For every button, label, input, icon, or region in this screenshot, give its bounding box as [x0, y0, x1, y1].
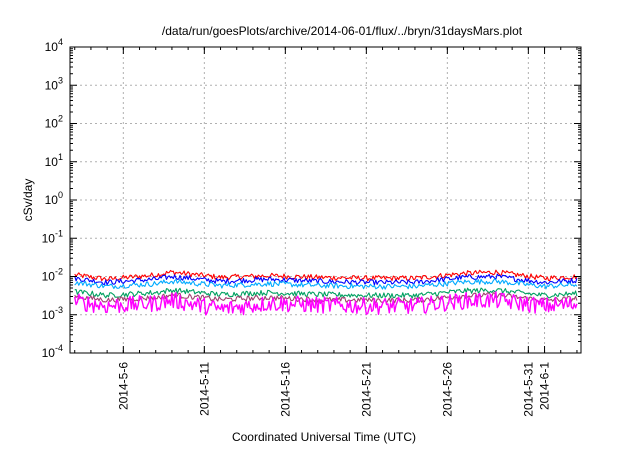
y-tick-label: 10-3	[42, 305, 63, 322]
y-tick-label: 102	[45, 114, 63, 131]
y-tick-exponent: 4	[58, 37, 63, 47]
y-tick-exponent: 3	[58, 75, 63, 85]
series-line-6	[74, 291, 578, 316]
y-tick-label: 103	[45, 75, 63, 92]
y-tick-base: 10	[45, 193, 59, 207]
x-tick-label: 2014-6-1	[538, 362, 552, 410]
series-line-4	[74, 287, 578, 299]
y-tick-label: 104	[45, 37, 63, 54]
y-tick-exponent: 2	[58, 114, 63, 124]
y-tick-exponent: -3	[55, 305, 63, 315]
series-layer	[74, 269, 578, 316]
y-tick-base: 10	[42, 231, 56, 245]
y-tick-exponent: 0	[58, 190, 63, 200]
y-tick-label: 10-1	[42, 228, 63, 245]
series-line-3	[74, 278, 578, 290]
x-tick-label: 2014-5-26	[440, 362, 454, 417]
x-tick-label: 2014-5-21	[359, 362, 373, 417]
y-tick-base: 10	[42, 346, 56, 360]
chart-title: /data/run/goesPlots/archive/2014-06-01/f…	[162, 24, 523, 38]
series-line-2	[74, 273, 578, 286]
x-tick-label: 2014-5-31	[521, 362, 535, 417]
series-line-1	[74, 269, 578, 282]
y-tick-base: 10	[45, 78, 59, 92]
y-tick-label: 101	[45, 152, 63, 169]
y-tick-exponent: 1	[58, 152, 63, 162]
x-axis-label: Coordinated Universal Time (UTC)	[232, 430, 416, 444]
x-tick-label: 2014-5-11	[197, 362, 211, 416]
y-tick-exponent: -2	[55, 267, 63, 277]
y-tick-base: 10	[42, 270, 56, 284]
x-tick-label: 2014-5-6	[116, 362, 130, 410]
y-tick-exponent: -4	[55, 343, 63, 353]
y-axis-label: cSv/day	[21, 179, 35, 222]
y-tick-exponent: -1	[55, 228, 63, 238]
y-tick-base: 10	[45, 155, 59, 169]
y-tick-base: 10	[45, 117, 59, 131]
x-tick-label: 2014-5-16	[278, 362, 292, 417]
y-tick-label: 100	[45, 190, 63, 207]
y-tick-base: 10	[42, 308, 56, 322]
y-tick-label: 10-4	[42, 343, 63, 360]
y-axis-label-group: cSv/day	[21, 179, 35, 222]
y-tick-base: 10	[45, 40, 59, 54]
y-tick-label: 10-2	[42, 267, 63, 284]
series-line-5	[74, 292, 578, 304]
